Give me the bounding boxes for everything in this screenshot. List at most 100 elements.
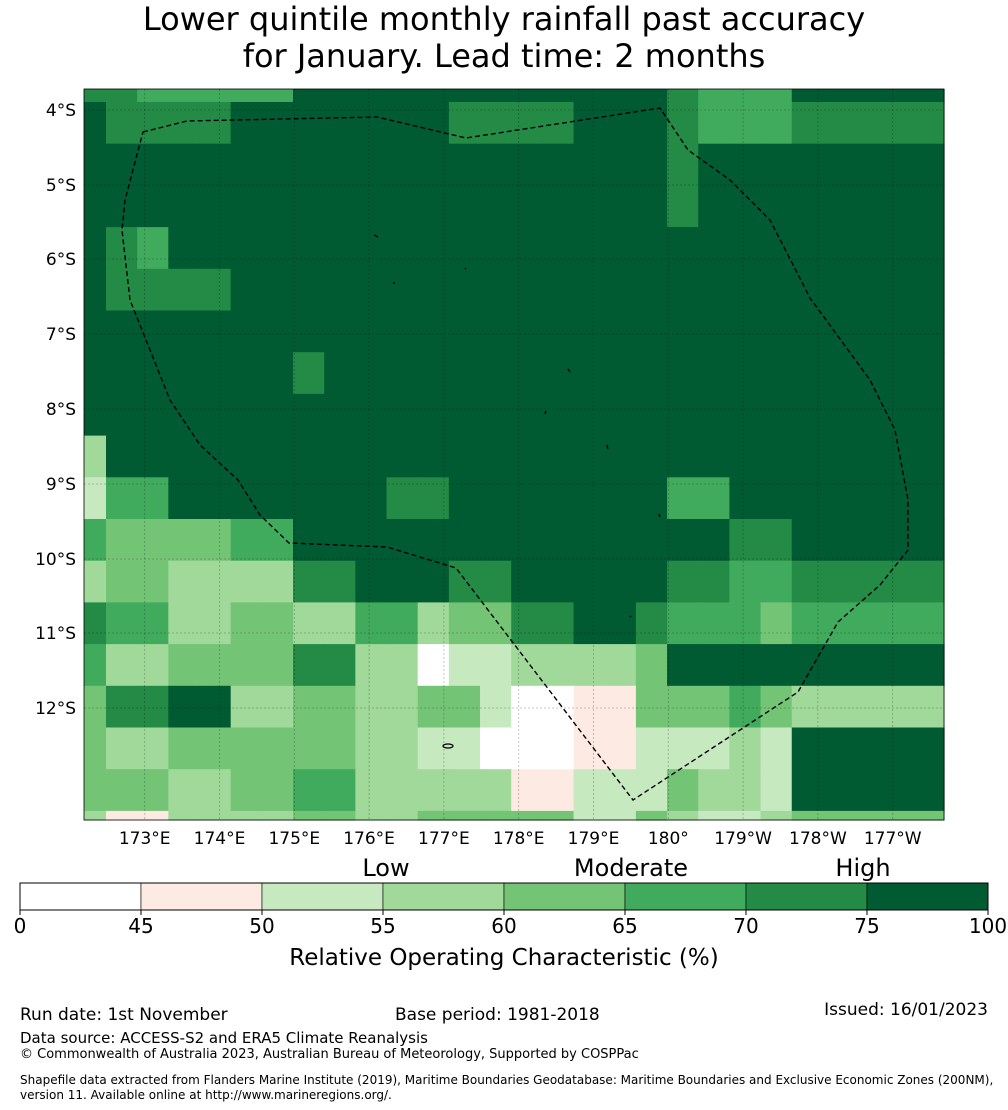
heatmap-cell--10.5_179.5 [542, 644, 575, 687]
run-date: Run date: 1st November [20, 1005, 228, 1025]
heatmap-cell--11.5_-176.5 [791, 727, 945, 770]
heatmap-cell--8.5_174.5 [230, 477, 263, 520]
heatmap-cell--12.5_-178 [698, 810, 730, 821]
heatmap-cell--10_-179.5 [604, 602, 637, 645]
heatmap-cell--12.5_-177.5 [729, 810, 762, 821]
heatmap-cell--5.5_178 [448, 227, 481, 270]
heatmap-cell--7_176 [324, 352, 356, 395]
heatmap-cell--12_-179 [635, 769, 668, 812]
heatmap-cell--11.5_-178.5 [667, 727, 699, 770]
heatmap-cell--11_174 [199, 685, 232, 729]
heatmap-cell--8.5_177 [386, 477, 419, 520]
heatmap-cell--5.5_179.5 [542, 227, 575, 270]
heatmap-cell--7.5_-178.5 [667, 393, 699, 437]
heatmap-cell--7.5_176.5 [355, 393, 388, 437]
heatmap-cell--6.5_177 [386, 310, 419, 353]
heatmap-cell--10_176.5 [355, 602, 388, 645]
heatmap-cell--8_-178 [698, 435, 730, 478]
heatmap-cell--3.5_177.5 [417, 89, 450, 103]
heatmap-cell--7.5_-178 [698, 393, 730, 437]
heatmap-cell--7_177 [386, 352, 419, 395]
heatmap-cell--11_179 [511, 685, 543, 729]
heatmap-cell--4.5_178 [448, 143, 481, 186]
heatmap-cell--12_178.5 [480, 769, 512, 812]
heatmap-cell--7_-178 [698, 352, 730, 395]
heatmap-cell--12_-178 [698, 769, 730, 812]
heatmap-cell--10.5_180 [573, 644, 606, 687]
heatmap-cell--8.5_-179 [635, 477, 668, 520]
heatmap-cell--10.5_176.5 [355, 644, 388, 687]
colorbar-tick-label: 60 [491, 914, 516, 938]
x-tick-label: 176°E [343, 829, 395, 849]
heatmap-cell--7_172 [84, 352, 107, 395]
heatmap-cell--12.5_-176.5 [791, 810, 945, 821]
heatmap-cell--6_174.5 [230, 268, 263, 312]
heatmap-cell--8_174.5 [230, 435, 263, 478]
heatmap-cell--6_178 [448, 268, 481, 312]
heatmap-cell--4.5_-177.5 [729, 143, 762, 186]
heatmap-cell--4.5_175 [261, 143, 294, 186]
heatmap-cell--6_-179.5 [604, 268, 637, 312]
heatmap-cell--12.5_177 [386, 810, 419, 821]
heatmap-cell--7_174.5 [230, 352, 263, 395]
heatmap-cell--11_175.5 [293, 685, 325, 729]
heatmap-cell--11_-178.5 [667, 685, 699, 729]
heatmap-cell--7.5_175 [261, 393, 294, 437]
chart-title-line-1: Lower quintile monthly rainfall past acc… [142, 0, 866, 38]
x-tick-label: 177°E [418, 829, 470, 849]
heatmap-cell--7.5_179.5 [542, 393, 575, 437]
heatmap-cell--6_-178 [698, 268, 730, 312]
heatmap-cell--12_173.5 [168, 769, 201, 812]
heatmap-cell--3.5_179.5 [542, 89, 575, 103]
heatmap-cell--6.5_174 [199, 310, 232, 353]
heatmap-cell--9.5_174.5 [230, 560, 263, 603]
heatmap-cell--4_-178.5 [667, 102, 699, 145]
heatmap-cell--7_173.5 [168, 352, 201, 395]
heatmap-cell--4.5_173 [137, 143, 169, 186]
heatmap-cell--10.5_178 [448, 644, 481, 687]
heatmap-cell--5.5_176 [324, 227, 356, 270]
heatmap-cell--4_-177 [760, 102, 793, 145]
heatmap-cell--12.5_180 [573, 810, 606, 821]
heatmap-cell--6.5_173.5 [168, 310, 201, 353]
heatmap-cell--10_-178 [698, 602, 730, 645]
heatmap-cell--4_-179.5 [604, 102, 637, 145]
heatmap-cell--4.5_-176.5 [791, 143, 945, 186]
heatmap-cell--5.5_-177.5 [729, 227, 762, 270]
heatmap-cell--7_175 [261, 352, 294, 395]
heatmap-cell--11.5_178.5 [480, 727, 512, 770]
heatmap-cell--9_-178.5 [667, 519, 699, 562]
heatmap-cell--12.5_-177 [760, 810, 793, 821]
heatmap-cell--8_-177.5 [729, 435, 762, 478]
heatmap-cell--11.5_175 [261, 727, 294, 770]
heatmap-cell--12_175.5 [293, 769, 325, 812]
heatmap-cell--6_-177.5 [729, 268, 762, 312]
colorbar-tick-label: 0 [14, 914, 27, 938]
heatmap-cell--4.5_177 [386, 143, 419, 186]
heatmap-cell--3.5_-177.5 [729, 89, 762, 103]
heatmap-cell--12_-178.5 [667, 769, 699, 812]
heatmap-cell--4_174.5 [230, 102, 263, 145]
heatmap-cell--4.5_-178 [698, 143, 730, 186]
heatmap-cell--9.5_175.5 [293, 560, 325, 603]
y-tick-label: 4°S [46, 101, 76, 121]
heatmap-cell--12.5_173 [137, 810, 169, 821]
heatmap-cell--9_174.5 [230, 519, 263, 562]
y-tick-label: 7°S [46, 325, 76, 345]
heatmap-cell--9_-179.5 [604, 519, 637, 562]
y-tick-label: 10°S [35, 550, 76, 570]
heatmap-cell--7_172.5 [106, 352, 138, 395]
heatmap-cell--5_172.5 [106, 185, 138, 228]
heatmap-cell--5_173.5 [168, 185, 201, 228]
heatmap-cell--11.5_-179 [635, 727, 668, 770]
heatmap-cell--6_-176.5 [791, 268, 945, 312]
heatmap-cell--8_178 [448, 435, 481, 478]
heatmap-cell--12_173 [137, 769, 169, 812]
colorbar-ticks: 0 45 50 55 60 65 70 75 100 [14, 910, 1007, 938]
colorbar-tick-label: 50 [249, 914, 274, 938]
heatmap-cell--7.5_179 [511, 393, 543, 437]
heatmap-cell--9.5_175 [261, 560, 294, 603]
heatmap-cell--7.5_178 [448, 393, 481, 437]
heatmap-cell--4.5_172 [84, 143, 107, 186]
category-label-low: Low [362, 854, 409, 882]
